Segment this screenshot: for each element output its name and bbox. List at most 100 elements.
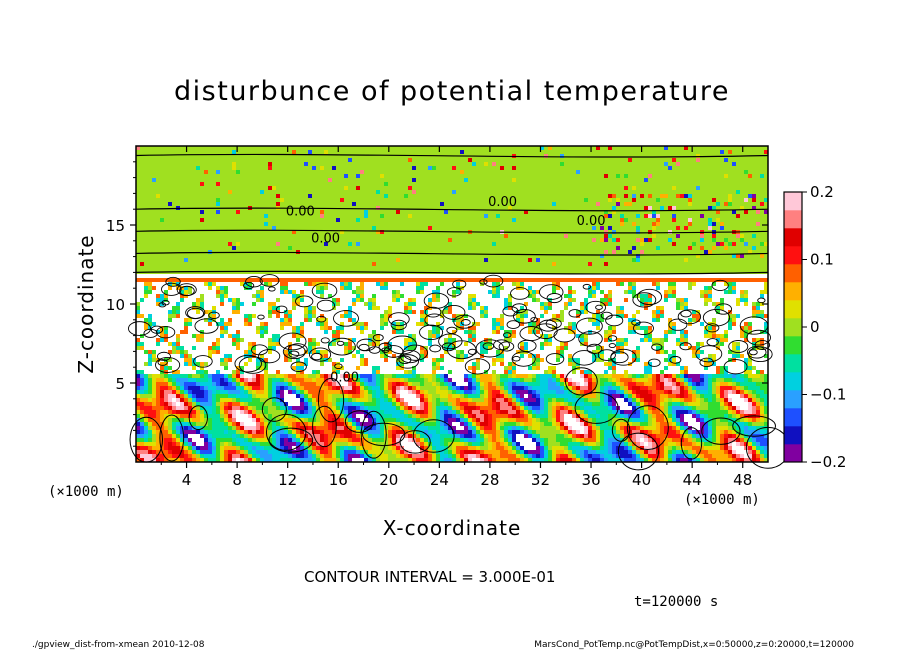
contour-line (464, 358, 491, 375)
colorbar-label: −0.1 (810, 386, 846, 404)
colorbar-swatch (784, 246, 802, 265)
contour-line (328, 337, 356, 356)
contour-line (165, 276, 181, 287)
contour-label: 0.00 (311, 231, 340, 246)
contour-line (610, 348, 637, 366)
contour-line (238, 356, 267, 374)
contour-line (617, 432, 660, 471)
contour-label: 0.00 (286, 205, 315, 220)
contour-line (295, 295, 314, 308)
footer-left: ./gpview_dist-from-xmean 2010-12-08 (32, 640, 205, 650)
contour-line (268, 427, 314, 453)
contour-line (193, 355, 213, 368)
contour-line (135, 270, 769, 275)
contour-line (511, 351, 536, 367)
contour-line (311, 282, 338, 299)
contour-line (701, 417, 741, 445)
contour-line (188, 405, 208, 431)
contour-line (511, 303, 527, 314)
contour-line (402, 344, 428, 361)
x-tick-label: 36 (581, 471, 600, 489)
contour-line (695, 345, 723, 363)
contour-line (155, 356, 181, 373)
contour-line (460, 319, 471, 326)
x-tick-label: 12 (278, 471, 297, 489)
contour-line (157, 359, 168, 366)
contour-line (636, 288, 663, 305)
contour-line (574, 391, 619, 424)
contour-line (568, 309, 582, 318)
contour-line (143, 328, 158, 338)
contour-line (309, 347, 332, 362)
contour-label: 0.00 (330, 370, 359, 385)
contour-line (647, 358, 661, 367)
contour-line (128, 321, 152, 336)
contour-line (344, 410, 374, 433)
contour-line (135, 229, 769, 234)
contour-line (265, 413, 307, 451)
contour-line (679, 342, 692, 351)
contour-line (607, 335, 618, 342)
colorbar-swatch (784, 372, 802, 391)
y-tick-label: 10 (106, 296, 125, 314)
contour-line (419, 324, 444, 341)
contour-line (288, 350, 300, 358)
contour-line (572, 350, 597, 366)
contour-line (533, 323, 558, 339)
heatmap-field (136, 146, 768, 462)
contour-line (135, 251, 769, 256)
contour-line (702, 308, 731, 327)
contour-line (334, 363, 343, 370)
contour-line (159, 414, 185, 462)
contour-line (626, 405, 669, 451)
contour-line (502, 306, 519, 317)
contour-line (539, 284, 564, 300)
contour-line (575, 317, 603, 335)
contour-line (208, 311, 220, 320)
contour-line (259, 274, 280, 287)
contour-line (441, 342, 456, 352)
contour-line (513, 309, 536, 324)
contour-line (412, 419, 455, 453)
contour-line (316, 315, 327, 323)
x-tick-label: 44 (683, 471, 702, 489)
contour-line (651, 343, 663, 351)
contour-line (711, 279, 729, 291)
contour-line (424, 306, 442, 318)
x-unit-left: (×1000 m) (48, 484, 124, 500)
contour-line (633, 321, 654, 335)
contour-line (512, 355, 521, 362)
contour-line (381, 347, 390, 353)
contour-line (680, 427, 703, 460)
contour-line (185, 306, 206, 320)
contour-line (597, 349, 616, 361)
contour-line (585, 300, 607, 314)
contour-line (360, 410, 387, 459)
contour-line (320, 337, 330, 344)
x-tick-label: 20 (379, 471, 398, 489)
contour-line (245, 276, 263, 288)
colorbar-label: 0.1 (810, 251, 834, 269)
colorbar-label: 0.2 (810, 183, 834, 201)
contour-line (429, 344, 442, 353)
contour-line (372, 334, 384, 342)
x-unit-right: (×1000 m) (684, 492, 760, 508)
contour-line (668, 318, 688, 331)
contour-line (705, 323, 720, 333)
contour-line (438, 333, 463, 350)
contour-line (479, 279, 488, 285)
colorbar-swatch (784, 408, 802, 427)
colorbar-swatch (784, 390, 802, 409)
contour-line (699, 357, 715, 368)
contour-line (387, 335, 418, 355)
contour-line (362, 422, 406, 447)
contour-line (732, 415, 777, 437)
contour-line (582, 283, 592, 290)
contour-line (748, 346, 773, 363)
contour-line (746, 329, 771, 346)
contour-line (510, 287, 530, 300)
colorbar-label: −0.2 (810, 453, 846, 471)
x-tick-label: 48 (733, 471, 752, 489)
contour-line (378, 342, 392, 352)
x-tick-label: 4 (182, 471, 192, 489)
